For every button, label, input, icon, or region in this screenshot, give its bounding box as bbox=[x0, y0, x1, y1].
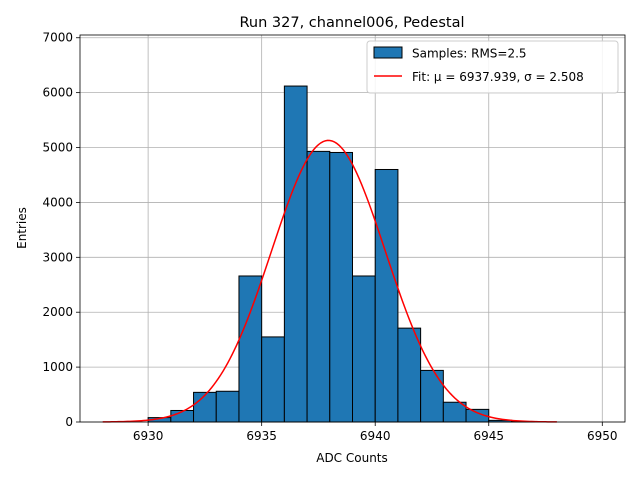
histogram-bar bbox=[420, 369, 444, 423]
y-axis-label: Entries bbox=[15, 207, 29, 249]
x-tick-label: 6930 bbox=[133, 429, 164, 443]
histogram-bar bbox=[238, 275, 263, 423]
x-tick-label: 6940 bbox=[360, 429, 391, 443]
y-tick-label: 7000 bbox=[42, 31, 73, 45]
histogram-bar bbox=[374, 168, 399, 423]
histogram-bar bbox=[283, 85, 308, 423]
y-tick-label: 1000 bbox=[42, 360, 73, 374]
chart-title: Run 327, channel006, Pedestal bbox=[239, 15, 464, 31]
y-tick-label: 3000 bbox=[42, 250, 73, 264]
histogram-bar bbox=[193, 391, 217, 423]
x-tick-label: 6950 bbox=[587, 429, 618, 443]
histogram-bar bbox=[352, 275, 376, 423]
plot-area: 6930 6935 6940 6945 6950 0 1000 2000 3000 4000 50… bbox=[42, 31, 626, 443]
histogram-bar bbox=[215, 390, 240, 423]
x-tick-label: 6945 bbox=[473, 429, 504, 443]
legend-samples-swatch bbox=[373, 46, 403, 59]
plot-frame bbox=[79, 34, 626, 423]
y-tick-label: 6000 bbox=[42, 86, 73, 100]
histogram-bar bbox=[261, 336, 285, 423]
x-axis-ticks: 6930 6935 6940 6945 6950 bbox=[133, 422, 618, 443]
y-tick-label: 0 bbox=[65, 415, 73, 429]
y-tick-label: 2000 bbox=[42, 305, 73, 319]
y-axis-ticks: 0 1000 2000 3000 4000 5000 6000 7000 bbox=[42, 31, 80, 429]
histogram-bar bbox=[306, 150, 331, 423]
legend-samples-label: Samples: RMS=2.5 bbox=[412, 47, 527, 61]
fit-curve bbox=[102, 139, 557, 423]
y-tick-label: 4000 bbox=[42, 195, 73, 209]
legend-fit-label: Fit: μ = 6937.939, σ = 2.508 bbox=[412, 70, 584, 84]
x-tick-label: 6935 bbox=[246, 429, 277, 443]
y-tick-label: 5000 bbox=[42, 141, 73, 155]
legend: Samples: RMS=2.5 Fit: μ = 6937.939, σ = … bbox=[366, 40, 619, 94]
x-axis-label: ADC Counts bbox=[316, 451, 388, 465]
legend-frame bbox=[366, 40, 619, 94]
histogram-bar bbox=[397, 327, 422, 423]
histogram-bar bbox=[329, 151, 353, 423]
